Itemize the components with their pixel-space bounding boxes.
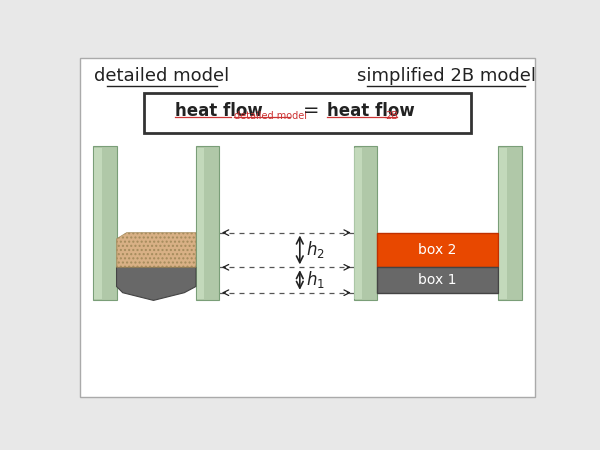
Text: 2B: 2B (385, 111, 398, 122)
PathPatch shape (116, 233, 196, 267)
Text: heat flow: heat flow (175, 102, 263, 120)
Bar (377, 233, 499, 267)
Text: heat flow: heat flow (327, 102, 415, 120)
Bar (94, 148, 102, 299)
Bar (499, 148, 507, 299)
PathPatch shape (116, 267, 196, 301)
Text: detailed model: detailed model (94, 67, 229, 85)
Text: $h_1$: $h_1$ (306, 270, 325, 291)
Bar (144, 93, 471, 133)
Bar (197, 148, 205, 299)
Bar (196, 146, 219, 301)
Text: detailed model: detailed model (233, 111, 307, 122)
Text: box 1: box 1 (418, 273, 457, 287)
Bar (355, 148, 362, 299)
Bar (377, 267, 499, 293)
Bar (94, 146, 116, 301)
Text: simplified 2B model: simplified 2B model (356, 67, 536, 85)
Text: box 2: box 2 (418, 243, 457, 257)
Text: $h_2$: $h_2$ (306, 239, 325, 261)
Bar (499, 146, 521, 301)
Bar (354, 146, 377, 301)
Text: =: = (303, 102, 320, 121)
